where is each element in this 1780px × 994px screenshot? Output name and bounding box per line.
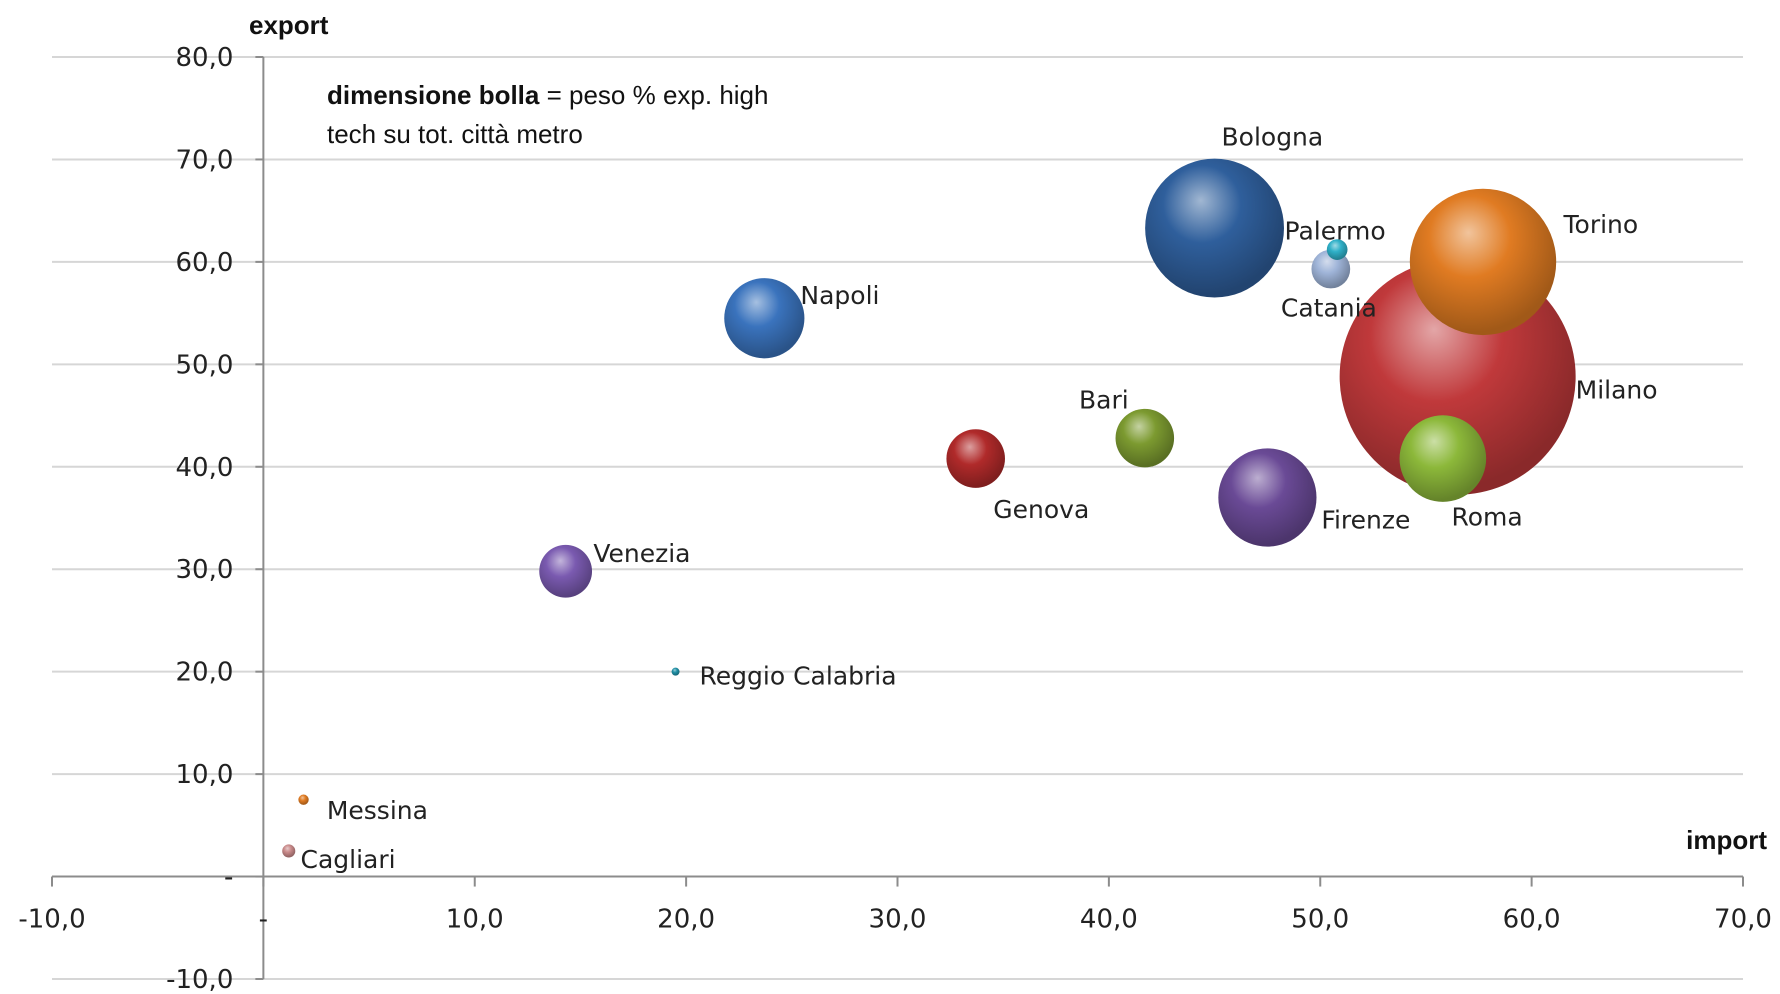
bubble-cagliari (282, 844, 296, 858)
label-cagliari: Cagliari (301, 845, 396, 874)
bubble-bologna (1145, 158, 1284, 298)
bubble-bari (1115, 408, 1175, 468)
y-tick-label: 80,0 (175, 43, 233, 73)
y-tick-label: 70,0 (175, 145, 233, 175)
x-tick-label: 40,0 (1080, 905, 1138, 935)
bubble-palermo (1326, 239, 1348, 260)
bubble-torino (1409, 188, 1557, 336)
bubble-size-note-bold: dimensione bolla (327, 80, 540, 110)
x-tick-label: 20,0 (657, 905, 715, 935)
label-milano: Milano (1576, 375, 1658, 404)
label-catania: Catania (1281, 294, 1377, 323)
bubble-size-note-rest: = peso % exp. high (539, 80, 768, 110)
label-roma: Roma (1452, 502, 1523, 531)
bubble-reggio-calabria (671, 667, 680, 676)
label-napoli: Napoli (800, 281, 879, 310)
x-tick-label: -10,0 (18, 905, 85, 935)
bubble-napoli (724, 278, 805, 359)
label-layer: Milano Torino Bologna Firenze Roma Napoli Geno… (301, 122, 1658, 874)
label-torino: Torino (1563, 210, 1639, 239)
label-venezia: Venezia (593, 539, 690, 568)
y-tick-label: 50,0 (175, 350, 233, 380)
label-firenze: Firenze (1321, 506, 1410, 535)
y-tick-label: - (224, 863, 233, 893)
bubble-size-note-line1: dimensione bolla = peso % exp. high (327, 80, 768, 110)
grid-layer (52, 56, 1743, 980)
bubble-firenze (1218, 448, 1317, 547)
x-tick-label: - (259, 905, 268, 935)
x-tick-label: 60,0 (1503, 905, 1561, 935)
axis-layer: -10,0-10,020,030,040,050,060,070,080,0-1… (18, 43, 1772, 994)
bubble-messina (298, 794, 309, 805)
y-tick-label: -10,0 (166, 965, 233, 994)
label-bologna: Bologna (1222, 122, 1324, 151)
x-tick-label: 10,0 (446, 905, 504, 935)
label-genova: Genova (993, 495, 1089, 524)
bubble-venezia (539, 544, 593, 598)
bubble-layer (282, 158, 1576, 858)
label-bari: Bari (1079, 385, 1129, 414)
x-axis-title: import (1686, 825, 1767, 855)
bubble-genova (946, 429, 1005, 488)
y-tick-label: 20,0 (175, 658, 233, 688)
x-tick-label: 30,0 (869, 905, 927, 935)
bubble-size-note-line2: tech su tot. città metro (327, 119, 583, 149)
y-axis-title: export (249, 10, 329, 40)
label-reggio-calabria: Reggio Calabria (700, 661, 897, 690)
label-palermo: Palermo (1285, 217, 1386, 246)
x-tick-label: 50,0 (1291, 905, 1349, 935)
y-tick-label: 60,0 (175, 248, 233, 278)
y-tick-label: 40,0 (175, 453, 233, 483)
bubble-roma (1399, 415, 1487, 502)
y-tick-label: 10,0 (175, 760, 233, 790)
label-messina: Messina (327, 796, 428, 825)
y-tick-label: 30,0 (175, 555, 233, 585)
x-tick-label: 70,0 (1714, 905, 1772, 935)
